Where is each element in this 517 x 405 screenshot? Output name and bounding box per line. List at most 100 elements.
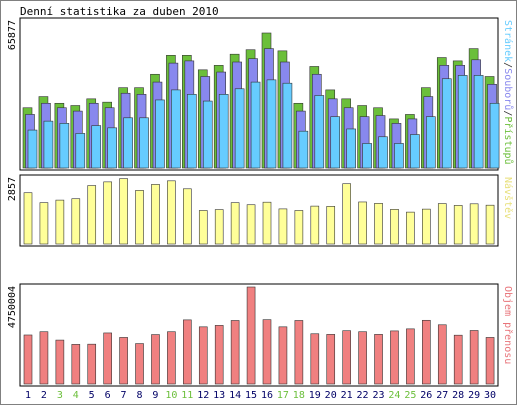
day-axis: 1 2 3 4 5 6 7 8 9 10 11 12 13 14 15 16 17 18 19 20 21 22 23 24 2…: [25, 390, 496, 401]
plot-frame: [19, 174, 499, 247]
bar-objem-přenosu-day-3: [55, 339, 65, 385]
bar-stránek-day-19: [314, 95, 325, 169]
day-tick-label: 7: [121, 390, 127, 401]
bar-návštěv-day-18: [294, 210, 304, 245]
day-tick-label: 11: [181, 390, 193, 401]
bar-návštěv-day-3: [55, 199, 65, 245]
bar-stránek-day-8: [139, 117, 149, 169]
hits-files-pages-panel: 65877 Stránek/Souborů/Přístupů: [7, 17, 514, 171]
series-legend-label: Stránek/Souborů/Přístupů: [502, 20, 514, 165]
series-legend-label: Návštěv: [502, 177, 514, 219]
bar-objem-přenosu-day-9: [151, 334, 160, 385]
y-max-label: 4750004: [7, 286, 18, 328]
bar-objem-přenosu-day-20: [326, 334, 336, 385]
bar-návštěv-day-20: [326, 206, 336, 245]
bar-návštěv-day-1: [23, 192, 33, 245]
bar-objem-přenosu-day-24: [390, 330, 399, 385]
bar-stránek-day-6: [107, 127, 117, 169]
bar-stránek-day-1: [27, 129, 38, 169]
bar-stránek-day-14: [234, 88, 245, 169]
day-tick-label: 17: [277, 390, 289, 401]
bar-objem-přenosu-day-7: [119, 337, 128, 385]
bar-stránek-day-17: [282, 82, 293, 169]
day-tick-label: 22: [357, 390, 369, 401]
bar-návštěv-day-12: [198, 210, 208, 245]
bar-objem-přenosu-day-10: [167, 331, 176, 385]
bar-objem-přenosu-day-18: [294, 320, 304, 385]
bar-návštěv-day-4: [71, 198, 81, 245]
bar-návštěv-day-16: [262, 201, 272, 245]
day-tick-label: 9: [152, 390, 158, 401]
y-max-label: 65877: [7, 20, 18, 50]
bar-návštěv-day-29: [469, 203, 479, 245]
day-tick-label: 16: [261, 390, 273, 401]
bar-návštěv-day-22: [358, 201, 367, 245]
bar-stránek-day-23: [378, 136, 388, 169]
day-tick-label: 18: [293, 390, 305, 401]
bar-návštěv-day-13: [214, 209, 224, 245]
bar-stránek-day-5: [91, 125, 102, 169]
day-tick-label: 14: [229, 390, 241, 401]
day-tick-label: 1: [25, 390, 31, 401]
bar-návštěv-day-14: [230, 202, 240, 245]
bar-návštěv-day-30: [485, 204, 495, 245]
bar-stránek-day-18: [298, 130, 309, 169]
bar-objem-přenosu-day-22: [358, 331, 367, 385]
day-tick-label: 25: [404, 390, 416, 401]
bar-stránek-day-29: [473, 75, 484, 169]
day-tick-label: 20: [325, 390, 337, 401]
bar-návštěv-day-8: [135, 190, 144, 245]
bar-návštěv-day-28: [453, 205, 463, 245]
bar-objem-přenosu-day-27: [437, 324, 447, 385]
bar-objem-přenosu-day-8: [135, 343, 144, 385]
day-tick-label: 3: [57, 390, 63, 401]
day-tick-label: 29: [468, 390, 480, 401]
chart-title: Denní statistika za duben 2010: [20, 5, 219, 18]
bar-stránek-day-13: [218, 94, 229, 169]
bar-stránek-day-15: [250, 81, 261, 169]
bar-stránek-day-9: [155, 99, 165, 169]
legend-part: Objem přenosu: [502, 286, 514, 364]
bar-stránek-day-12: [202, 100, 213, 169]
bar-objem-přenosu-day-2: [39, 331, 49, 385]
bar-návštěv-day-7: [119, 178, 128, 245]
day-tick-label: 5: [89, 390, 95, 401]
bar-objem-přenosu-day-14: [230, 320, 240, 385]
bar-stránek-day-24: [394, 143, 404, 169]
legend-part: /: [502, 110, 513, 116]
bar-návštěv-day-27: [437, 203, 447, 245]
day-tick-label: 24: [388, 390, 400, 401]
legend-part: Návštěv: [502, 177, 514, 219]
legend-part: Souborů: [502, 68, 514, 110]
bar-návštěv-day-11: [183, 188, 192, 245]
bar-objem-přenosu-day-21: [342, 330, 351, 385]
bar-objem-přenosu-day-26: [422, 319, 431, 385]
bar-návštěv-day-10: [167, 180, 176, 245]
visits-panel: 2857 Návštěv: [7, 174, 514, 247]
bar-stránek-day-20: [330, 116, 341, 169]
bar-stránek-day-16: [266, 79, 277, 169]
day-tick-label: 21: [341, 390, 353, 401]
bar-objem-přenosu-day-1: [23, 334, 33, 385]
day-tick-label: 30: [484, 390, 496, 401]
plot-frame: [19, 283, 499, 387]
bar-objem-přenosu-day-5: [87, 343, 97, 385]
bar-objem-přenosu-day-12: [198, 326, 208, 385]
bar-objem-přenosu-day-15: [246, 286, 256, 385]
day-tick-label: 6: [105, 390, 111, 401]
legend-part: Stránek: [502, 20, 514, 62]
bar-stránek-day-11: [187, 94, 197, 169]
bar-objem-přenosu-day-25: [406, 328, 415, 385]
day-tick-label: 26: [420, 390, 432, 401]
series-legend-label: Objem přenosu: [502, 286, 514, 364]
bar-stránek-day-27: [441, 78, 452, 169]
bar-návštěv-day-26: [422, 208, 431, 245]
day-tick-label: 27: [436, 390, 448, 401]
bar-objem-přenosu-day-23: [374, 334, 383, 385]
legend-part: Přístupů: [502, 116, 514, 164]
bar-návštěv-day-21: [342, 183, 351, 245]
bar-stránek-day-22: [362, 143, 372, 169]
day-tick-label: 23: [372, 390, 384, 401]
day-tick-label: 10: [165, 390, 177, 401]
